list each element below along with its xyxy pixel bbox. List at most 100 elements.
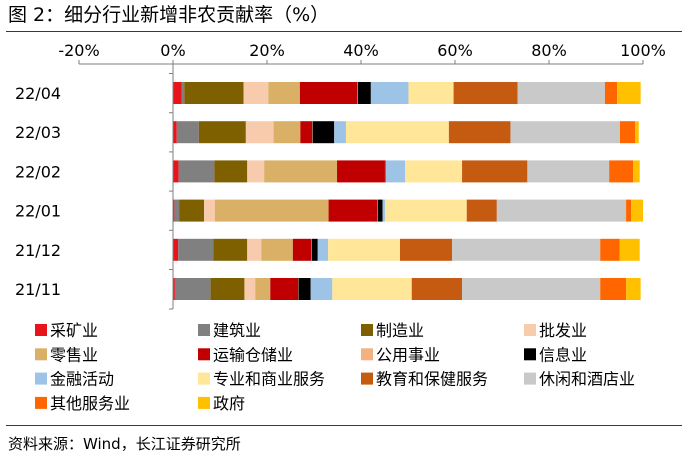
bar-segment [317, 238, 329, 261]
legend-label: 政府 [213, 394, 245, 413]
legend-label: 信息业 [539, 345, 587, 364]
bar-segment [210, 278, 245, 300]
source-note: 资料来源：Wind，长江证券研究所 [8, 435, 241, 453]
source-divider [6, 425, 682, 426]
legend-swatch [198, 348, 210, 361]
bar-segment [453, 82, 518, 104]
x-tick-label: -20% [58, 41, 99, 60]
legend-swatch [198, 372, 210, 385]
bar-segment [527, 160, 610, 183]
x-tick-label: 40% [343, 41, 379, 60]
bar-segment [604, 82, 618, 104]
legend-swatch [361, 348, 373, 361]
legend-swatch [524, 372, 536, 385]
bar-segment [173, 82, 182, 104]
x-tick-label: 80% [531, 41, 567, 60]
bar-segment [198, 121, 246, 144]
legend-label: 教育和保健服务 [376, 370, 488, 389]
bar-segment [626, 199, 632, 222]
bar-segment [173, 238, 179, 261]
bar-segment [382, 199, 385, 222]
legend-label: 零售业 [50, 345, 98, 364]
legend-label: 批发业 [539, 321, 587, 340]
bar-segment [377, 199, 383, 222]
bar-segment [345, 121, 449, 144]
bar-segment [299, 82, 358, 104]
bar-segment [337, 160, 385, 183]
bar-segment [609, 160, 634, 183]
legend-swatch [35, 348, 47, 361]
bar-segment [300, 121, 313, 144]
x-axis-ticks: -20% 0% 20% 40% 60% 80% 100% [58, 41, 666, 60]
bar-segment [292, 238, 312, 261]
bar-segment [370, 82, 409, 104]
bar-segment [448, 121, 511, 144]
axes [78, 60, 644, 310]
bar-segment [270, 278, 299, 300]
x-tick-label: 20% [249, 41, 285, 60]
category-label: 22/02 [15, 162, 61, 181]
bar-segment [178, 160, 215, 183]
bar-segment [619, 238, 640, 261]
bar-segment [173, 278, 175, 300]
legend-label: 制造业 [376, 321, 424, 340]
bar-segment [245, 121, 274, 144]
bar-segment [357, 82, 371, 104]
bar-segment [247, 238, 262, 261]
bar-segment [173, 121, 177, 144]
bar-segment [261, 238, 293, 261]
legend-swatch [35, 372, 47, 385]
category-label: 22/04 [15, 84, 61, 103]
bar-segment [635, 121, 639, 144]
bar-segment [517, 82, 605, 104]
legend-swatch [524, 324, 536, 336]
legend-swatch [198, 324, 210, 336]
category-label: 21/11 [15, 280, 61, 299]
bar-segment [264, 160, 338, 183]
stacked-bar-chart: -20% 0% 20% 40% 60% 80% 100% 22/0422/0322/0222… [15, 41, 666, 413]
category-label: 21/12 [15, 241, 61, 260]
bar-segment [176, 121, 199, 144]
bar-segment [244, 278, 256, 300]
legend-label: 专业和商业服务 [213, 370, 325, 389]
category-label: 22/01 [15, 202, 61, 221]
bar-stacks [173, 82, 643, 300]
bar-segment [174, 278, 211, 300]
bar-segment [214, 160, 248, 183]
bar-segment [452, 238, 601, 261]
bar-segment [626, 278, 641, 300]
legend-label: 采矿业 [50, 321, 98, 340]
bar-segment [174, 199, 180, 222]
bar-segment [633, 160, 640, 183]
bar-segment [332, 278, 412, 300]
bar-segment [328, 199, 378, 222]
bar-segment [243, 82, 269, 104]
bar-segment [328, 238, 401, 261]
bar-segment [184, 82, 244, 104]
bar-segment [310, 278, 333, 300]
bar-segment [181, 82, 185, 104]
x-tick-label: 60% [437, 41, 473, 60]
bar-segment [173, 160, 179, 183]
bar-segment [173, 199, 175, 222]
legend-label: 运输仓储业 [213, 345, 293, 364]
bar-segment [178, 238, 214, 261]
x-tick-label: 100% [620, 41, 666, 60]
bar-segment [619, 121, 636, 144]
bar-segment [408, 82, 454, 104]
legend-label: 休闲和酒店业 [539, 370, 635, 389]
category-label: 22/03 [15, 123, 61, 142]
bar-segment [600, 238, 620, 261]
bar-segment [255, 278, 271, 300]
legend-label: 其他服务业 [50, 394, 130, 413]
bar-segment [334, 121, 346, 144]
bar-segment [213, 238, 248, 261]
bar-segment [384, 199, 467, 222]
bar-segment [204, 199, 215, 222]
title-divider [6, 31, 682, 32]
bar-segment [411, 278, 463, 300]
bar-segment [405, 160, 463, 183]
bar-segment [600, 278, 627, 300]
legend-swatch [198, 396, 210, 409]
